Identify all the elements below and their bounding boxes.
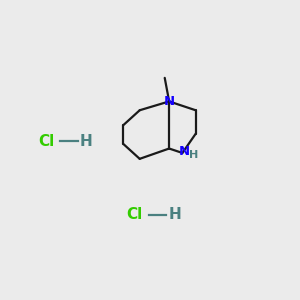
- Text: N: N: [178, 145, 189, 158]
- Text: H: H: [80, 134, 93, 149]
- Text: H: H: [189, 150, 198, 160]
- Text: Cl: Cl: [126, 207, 143, 222]
- Text: Cl: Cl: [38, 134, 54, 149]
- Text: H: H: [168, 207, 181, 222]
- Text: N: N: [164, 95, 175, 108]
